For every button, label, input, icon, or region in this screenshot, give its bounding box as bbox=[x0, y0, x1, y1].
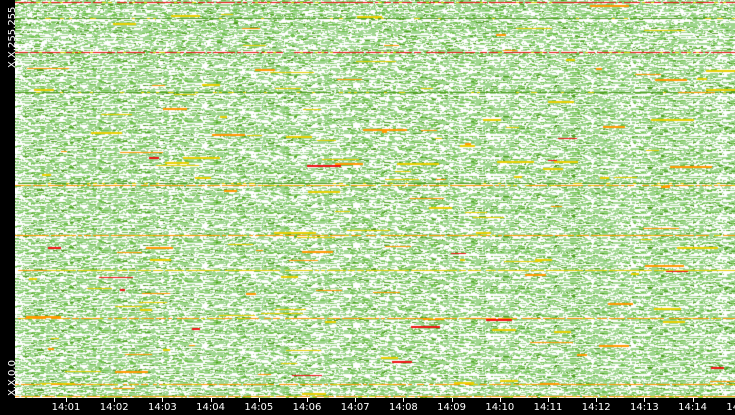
x-tick bbox=[548, 398, 549, 402]
x-tick-label: 14:12 bbox=[581, 402, 611, 413]
x-tick bbox=[162, 398, 164, 402]
x-tick bbox=[499, 398, 501, 402]
x-tick-label: 14:14 bbox=[678, 402, 708, 413]
x-tick bbox=[403, 398, 405, 402]
x-tick-label: 14:02 bbox=[99, 402, 129, 413]
x-tick-label: 14:01 bbox=[51, 402, 81, 413]
y-axis: X.X.255.255 X.X.0.0 bbox=[0, 0, 18, 398]
x-tick-label: 14:10 bbox=[485, 402, 515, 413]
x-tick-label: 14:07 bbox=[340, 402, 370, 413]
x-tick-label: 14:15 bbox=[726, 402, 735, 413]
x-tick-label: 14:13 bbox=[629, 402, 659, 413]
x-tick bbox=[66, 398, 67, 402]
x-tick bbox=[451, 398, 453, 402]
x-tick bbox=[114, 398, 116, 402]
x-tick-label: 14:11 bbox=[533, 402, 563, 413]
x-tick-label: 14:08 bbox=[388, 402, 418, 413]
x-tick bbox=[210, 398, 212, 402]
x-tick-label: 14:05 bbox=[244, 402, 274, 413]
x-tick-label: 14:04 bbox=[196, 402, 226, 413]
x-tick-label: 14:03 bbox=[147, 402, 177, 413]
x-tick-label: 14:09 bbox=[437, 402, 467, 413]
x-axis: 14:01 14:02 14:03 14:04 14:05 14:06 14:07 14:08… bbox=[0, 398, 735, 415]
x-tick bbox=[307, 398, 308, 402]
x-tick bbox=[692, 398, 694, 402]
x-tick bbox=[596, 398, 598, 402]
heatmap-plot[interactable] bbox=[15, 0, 735, 398]
x-tick bbox=[644, 398, 646, 402]
x-tick bbox=[258, 398, 260, 402]
x-tick bbox=[355, 398, 357, 402]
x-tick-label: 14:06 bbox=[292, 402, 322, 413]
